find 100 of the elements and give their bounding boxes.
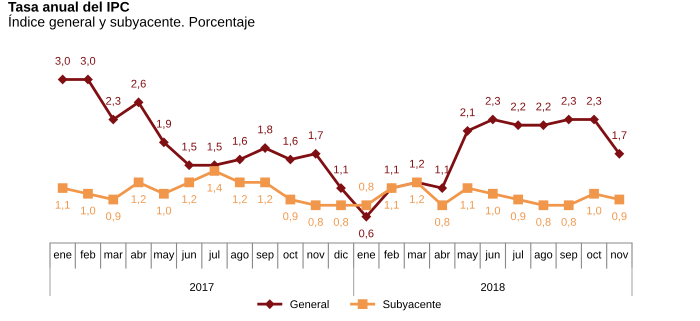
point (108, 114, 118, 124)
x-tick-label: sep (256, 252, 274, 261)
chart-title: Tasa anual del IPC (8, 2, 130, 12)
point (184, 178, 194, 188)
x-tick-label: oct (283, 251, 298, 258)
data-label: 2,2 (510, 102, 526, 112)
point (159, 138, 168, 147)
point (83, 188, 93, 199)
data-label: 1,0 (486, 206, 500, 216)
data-label: 3,0 (55, 56, 70, 66)
x-tick-label: jul (208, 250, 220, 261)
point (362, 212, 371, 222)
point (538, 200, 548, 210)
point (589, 114, 599, 124)
point (488, 188, 498, 199)
legend-label: General (290, 300, 329, 308)
data-label: 1,8 (258, 125, 272, 135)
x-tick-label: may (154, 252, 174, 261)
x-tick-label: oct (587, 251, 602, 258)
data-label: 0,8 (536, 218, 551, 228)
data-label: 1,1 (384, 200, 399, 210)
point (614, 149, 624, 158)
data-label: 2,3 (562, 96, 576, 106)
x-tick-label: dic (334, 250, 348, 258)
point (286, 194, 296, 204)
point (234, 178, 245, 188)
point (210, 166, 220, 176)
x-tick-label: nov (307, 252, 325, 258)
data-label: 2,3 (486, 96, 500, 106)
x-tick-label: ago (230, 252, 249, 261)
x-tick-label: ene (358, 252, 376, 258)
point (462, 183, 472, 193)
x-tick-label: jul (512, 250, 523, 261)
point (159, 188, 169, 199)
data-label: 0,9 (283, 212, 298, 222)
data-label: 0,8 (434, 218, 450, 228)
point (589, 188, 599, 199)
data-label: 2,3 (106, 96, 120, 106)
data-label: 0,6 (359, 229, 374, 239)
point (286, 154, 296, 164)
point (614, 194, 624, 204)
chart-subtitle: Índice general y subyacente. Porcentaje (8, 14, 254, 30)
data-label: 1,4 (208, 184, 222, 193)
x-tick-label: may (458, 252, 478, 261)
x-tick-label: jun (181, 250, 196, 261)
x-tick-label: mar (408, 252, 426, 258)
point (513, 194, 523, 204)
point (108, 194, 118, 204)
data-label: 1,2 (410, 160, 424, 169)
data-label: 2,1 (460, 108, 475, 118)
text: 2018 (481, 283, 505, 291)
data-label: 0,8 (359, 182, 374, 192)
data-label: 0,8 (561, 218, 576, 228)
point (260, 143, 270, 153)
data-label: 0,9 (510, 212, 526, 222)
legend-label: Subyacente (383, 300, 441, 310)
data-label: 1,7 (308, 131, 323, 140)
data-label: 1,0 (156, 206, 172, 216)
data-label: 0,8 (334, 218, 348, 228)
data-label: 1,2 (258, 195, 272, 204)
data-label: 1,5 (182, 142, 196, 152)
data-label: 2,6 (131, 80, 146, 89)
x-tick-label: nov (611, 252, 628, 258)
data-label: 1,1 (384, 166, 399, 175)
data-label: 1,0 (587, 206, 602, 216)
x-tick-label: abr (434, 250, 450, 258)
point (336, 183, 346, 193)
point (488, 114, 498, 124)
data-label: 1,6 (284, 136, 298, 146)
point (58, 183, 68, 193)
data-label: 1,9 (156, 120, 172, 129)
point (184, 160, 194, 170)
data-label: 3,0 (80, 56, 96, 66)
data-label: 0,9 (106, 212, 120, 222)
data-label: 1,1 (334, 166, 348, 175)
data-label: 2,3 (586, 96, 602, 106)
point (260, 178, 270, 188)
data-label: 0,8 (308, 218, 323, 228)
data-label: 1,2 (410, 195, 424, 204)
x-tick-label: sep (560, 252, 578, 261)
data-label: 1,1 (460, 200, 475, 210)
point (58, 74, 68, 84)
data-label: 1,6 (232, 136, 248, 146)
data-label: 1,2 (132, 195, 146, 204)
point (462, 126, 472, 136)
point (564, 200, 574, 210)
point (361, 200, 372, 210)
data-label: 1,2 (232, 195, 247, 204)
point (438, 183, 447, 193)
point (83, 74, 93, 84)
data-label: 1,0 (81, 206, 96, 216)
data-label: 0,9 (612, 212, 627, 222)
data-label: 1,7 (612, 131, 627, 140)
x-tick-label: ago (534, 252, 552, 261)
text: 2017 (190, 283, 214, 291)
data-label: 1,2 (182, 195, 196, 204)
point (310, 200, 321, 210)
point (134, 178, 144, 188)
point (134, 98, 144, 107)
point (564, 114, 574, 124)
